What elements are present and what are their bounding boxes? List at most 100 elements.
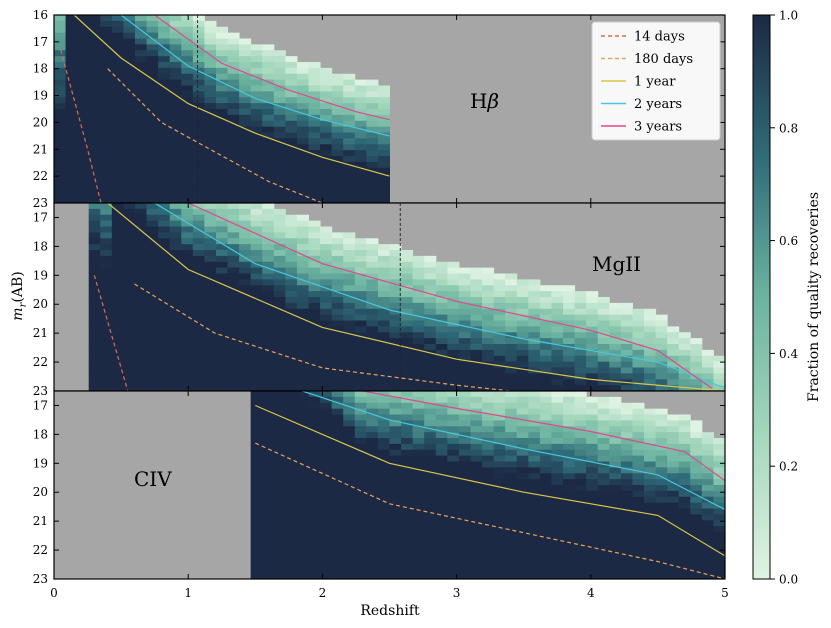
heatmap-cell <box>389 532 402 539</box>
heatmap-cell <box>65 126 78 134</box>
heatmap-cell <box>482 490 495 498</box>
heatmap-cell <box>470 297 483 304</box>
heatmap-cell <box>424 373 437 380</box>
heatmap-cell <box>65 109 78 116</box>
heatmap-cell <box>239 261 252 269</box>
heatmap-cell <box>377 396 390 404</box>
heatmap-cell <box>296 238 310 245</box>
heatmap-cell <box>308 173 321 181</box>
heatmap-cell <box>65 156 78 163</box>
heatmap-cell <box>250 232 263 239</box>
heatmap-cell <box>343 555 356 562</box>
heatmap-cell <box>377 549 390 557</box>
heatmap-cell <box>447 420 460 427</box>
heatmap-cell <box>65 173 78 181</box>
heatmap-cell <box>401 443 414 451</box>
heatmap-cell <box>204 161 217 169</box>
heatmap-cell <box>296 514 310 521</box>
heatmap-cell <box>620 320 633 327</box>
heatmap-cell <box>88 73 101 81</box>
heatmap-cell <box>285 85 298 92</box>
heatmap-cell <box>366 555 379 562</box>
heatmap-cell <box>563 443 576 451</box>
heatmap-cell <box>123 279 136 286</box>
heatmap-cell <box>343 314 356 322</box>
heatmap-cell <box>262 432 275 439</box>
heatmap-cell <box>146 344 159 351</box>
heatmap-cell <box>227 332 240 339</box>
heatmap-cell <box>701 532 714 539</box>
heatmap-cell <box>493 490 506 498</box>
heatmap-cell <box>100 15 113 22</box>
heatmap-cell <box>239 232 252 239</box>
heatmap-cell <box>539 373 552 380</box>
y-tick-label: 16 <box>33 8 48 22</box>
heatmap-cell <box>412 502 425 510</box>
heatmap-cell <box>111 297 124 304</box>
heatmap-cell <box>192 185 205 192</box>
heatmap-cell <box>320 344 333 351</box>
heatmap-cell <box>123 267 136 275</box>
heatmap-cell <box>215 185 229 192</box>
heatmap-cell <box>192 385 205 392</box>
heatmap-cell <box>470 526 483 533</box>
heatmap-cell <box>701 573 714 580</box>
heatmap-cell <box>308 297 321 304</box>
heatmap-cell <box>273 114 286 122</box>
heatmap-cell <box>678 426 691 433</box>
heatmap-cell <box>377 467 390 474</box>
heatmap-cell <box>470 549 483 557</box>
heatmap-cell <box>192 238 205 245</box>
heatmap-cell <box>343 573 356 580</box>
heatmap-cell <box>458 432 471 439</box>
heatmap-cell <box>354 349 367 357</box>
heatmap-cell <box>412 520 425 527</box>
heatmap-cell <box>435 573 448 580</box>
heatmap-cell <box>505 438 518 445</box>
heatmap-cell <box>181 220 194 228</box>
heatmap-cell <box>389 314 402 322</box>
heatmap-cell <box>308 391 321 398</box>
heatmap-cell <box>273 344 286 351</box>
heatmap-cell <box>574 443 587 451</box>
heatmap-cell <box>308 443 321 451</box>
heatmap-cell <box>204 91 217 98</box>
heatmap-cell <box>644 567 657 574</box>
heatmap-cell <box>65 103 78 110</box>
heatmap-cell <box>366 161 379 169</box>
heatmap-cell <box>320 514 333 521</box>
heatmap-cell <box>250 208 263 216</box>
heatmap-cell <box>401 485 414 492</box>
heatmap-cell <box>366 267 379 275</box>
heatmap-cell <box>308 285 321 292</box>
heatmap-cell <box>620 473 633 480</box>
heatmap-cell <box>470 291 483 298</box>
heatmap-cell <box>505 543 518 551</box>
heatmap-cell <box>285 120 298 128</box>
heatmap-cell <box>285 179 298 186</box>
heatmap-cell <box>239 326 252 333</box>
heatmap-cell <box>458 332 471 339</box>
heatmap-cell <box>655 438 668 445</box>
heatmap-cell <box>181 156 194 163</box>
heatmap-cell <box>285 373 298 380</box>
heatmap-cell <box>586 414 599 421</box>
heatmap-cell <box>412 273 425 280</box>
heatmap-cell <box>586 326 599 333</box>
heatmap-cell <box>366 338 379 345</box>
heatmap-cell <box>447 520 460 527</box>
heatmap-cell <box>644 455 657 463</box>
heatmap-cell <box>620 479 633 486</box>
heatmap-cell <box>667 549 680 557</box>
heatmap-cell <box>377 302 390 310</box>
heatmap-cell <box>134 320 148 327</box>
heatmap-cell <box>262 138 275 145</box>
heatmap-cell <box>401 532 414 539</box>
heatmap-cell <box>169 232 182 239</box>
heatmap-cell <box>597 573 610 580</box>
heatmap-cell <box>609 532 622 539</box>
heatmap-cell <box>262 232 275 239</box>
heatmap-cell <box>181 97 194 104</box>
heatmap-cell <box>701 508 714 515</box>
heatmap-cell <box>77 120 90 128</box>
